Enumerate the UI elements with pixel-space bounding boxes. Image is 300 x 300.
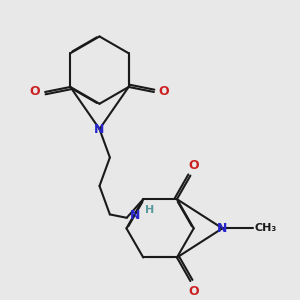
Text: N: N xyxy=(130,208,140,222)
Text: N: N xyxy=(217,222,228,235)
Text: O: O xyxy=(188,159,199,172)
Text: CH₃: CH₃ xyxy=(254,223,277,233)
Text: H: H xyxy=(145,206,154,215)
Text: N: N xyxy=(94,122,105,136)
Text: O: O xyxy=(159,85,169,98)
Text: O: O xyxy=(188,285,199,298)
Text: O: O xyxy=(30,85,40,98)
